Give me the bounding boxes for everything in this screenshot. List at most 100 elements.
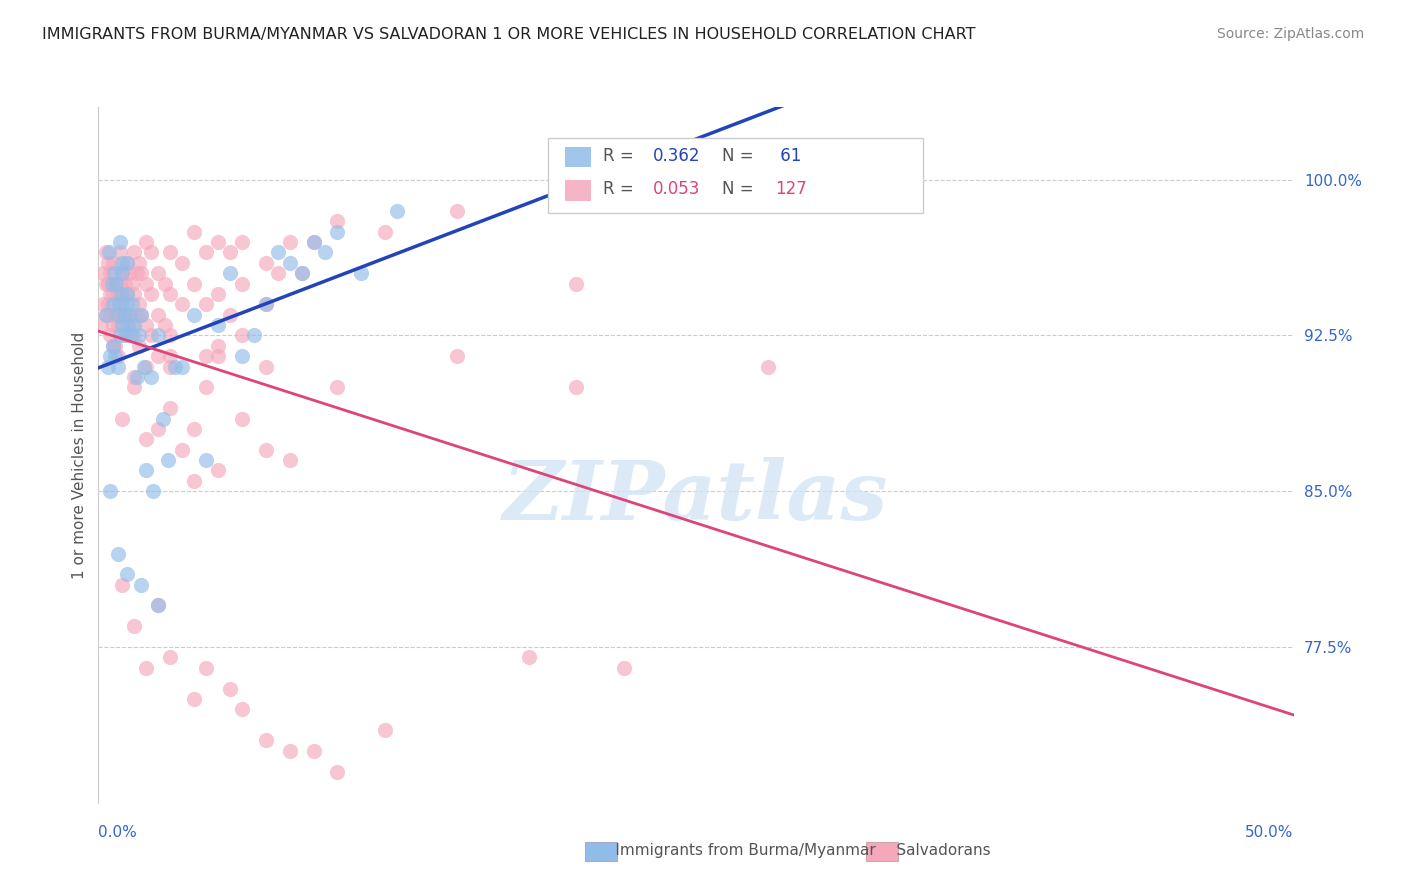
Point xyxy=(111,266,134,280)
Text: Salvadorans: Salvadorans xyxy=(872,843,990,858)
Point xyxy=(114,277,136,291)
Point xyxy=(111,256,134,270)
Point xyxy=(148,308,170,322)
Point xyxy=(135,463,157,477)
Point xyxy=(121,277,143,291)
Bar xyxy=(565,146,591,168)
Point xyxy=(219,308,242,322)
Point xyxy=(148,349,170,363)
Text: 127: 127 xyxy=(775,180,807,198)
Point xyxy=(120,328,142,343)
Point xyxy=(90,318,112,332)
Point xyxy=(183,308,205,322)
Point xyxy=(110,287,132,301)
Point xyxy=(302,235,325,249)
Point xyxy=(111,411,134,425)
Point xyxy=(194,245,217,260)
Point xyxy=(124,287,146,301)
Point xyxy=(104,349,127,363)
Point xyxy=(231,702,253,716)
Point xyxy=(94,308,117,322)
Point xyxy=(219,681,242,696)
Point xyxy=(135,661,157,675)
Point xyxy=(290,266,312,280)
Point xyxy=(254,297,277,311)
Point xyxy=(107,297,129,311)
Point xyxy=(254,359,277,374)
Point xyxy=(124,245,146,260)
Point xyxy=(131,266,153,280)
Y-axis label: 1 or more Vehicles in Household: 1 or more Vehicles in Household xyxy=(72,331,87,579)
Text: 0.0%: 0.0% xyxy=(98,825,138,840)
Point xyxy=(194,380,217,394)
Point xyxy=(124,328,146,343)
Point xyxy=(98,245,121,260)
Point xyxy=(98,287,122,301)
Point xyxy=(107,349,129,363)
Point xyxy=(128,328,150,343)
Point xyxy=(254,442,277,457)
Text: N =: N = xyxy=(723,180,759,198)
Point xyxy=(159,359,181,374)
Point xyxy=(290,266,312,280)
Point xyxy=(194,453,217,467)
Point xyxy=(128,297,150,311)
Point xyxy=(183,474,205,488)
Point xyxy=(135,277,157,291)
Point xyxy=(302,744,325,758)
Point xyxy=(207,463,229,477)
Point xyxy=(159,650,181,665)
Point xyxy=(207,339,229,353)
Point xyxy=(315,245,337,260)
Point xyxy=(131,308,153,322)
Point xyxy=(194,661,217,675)
Point xyxy=(163,359,186,374)
Bar xyxy=(565,179,591,201)
Point xyxy=(326,214,349,228)
Point xyxy=(101,287,124,301)
Point xyxy=(111,318,134,332)
Point xyxy=(105,277,128,291)
Point xyxy=(125,370,148,384)
Point xyxy=(148,599,170,613)
Point xyxy=(128,256,150,270)
Point xyxy=(98,328,122,343)
Point xyxy=(121,318,143,332)
Point xyxy=(118,266,141,280)
Point xyxy=(194,349,217,363)
Point xyxy=(115,297,138,311)
Point xyxy=(148,422,170,436)
Point xyxy=(183,422,205,436)
Text: 50.0%: 50.0% xyxy=(1246,825,1294,840)
Point xyxy=(125,308,148,322)
Point xyxy=(118,308,141,322)
Point xyxy=(114,308,136,322)
Point xyxy=(267,245,290,260)
Point xyxy=(124,619,146,633)
Point xyxy=(254,297,277,311)
Point xyxy=(107,359,129,374)
Point xyxy=(118,308,141,322)
Point xyxy=(104,339,127,353)
Point xyxy=(131,578,153,592)
Point xyxy=(132,359,155,374)
Point xyxy=(115,567,138,582)
Point xyxy=(104,277,127,291)
Point xyxy=(207,318,229,332)
Text: 61: 61 xyxy=(775,147,801,165)
Point xyxy=(219,245,242,260)
Point xyxy=(148,328,170,343)
Point xyxy=(302,235,325,249)
Point xyxy=(183,225,205,239)
Point xyxy=(159,401,181,416)
Point xyxy=(97,297,120,311)
Point xyxy=(135,235,157,249)
Point xyxy=(135,318,157,332)
Point xyxy=(108,308,131,322)
Text: Source: ZipAtlas.com: Source: ZipAtlas.com xyxy=(1216,27,1364,41)
Point xyxy=(135,359,157,374)
Point xyxy=(128,339,150,353)
Point xyxy=(98,308,122,322)
Point xyxy=(97,359,120,374)
Point xyxy=(139,328,162,343)
